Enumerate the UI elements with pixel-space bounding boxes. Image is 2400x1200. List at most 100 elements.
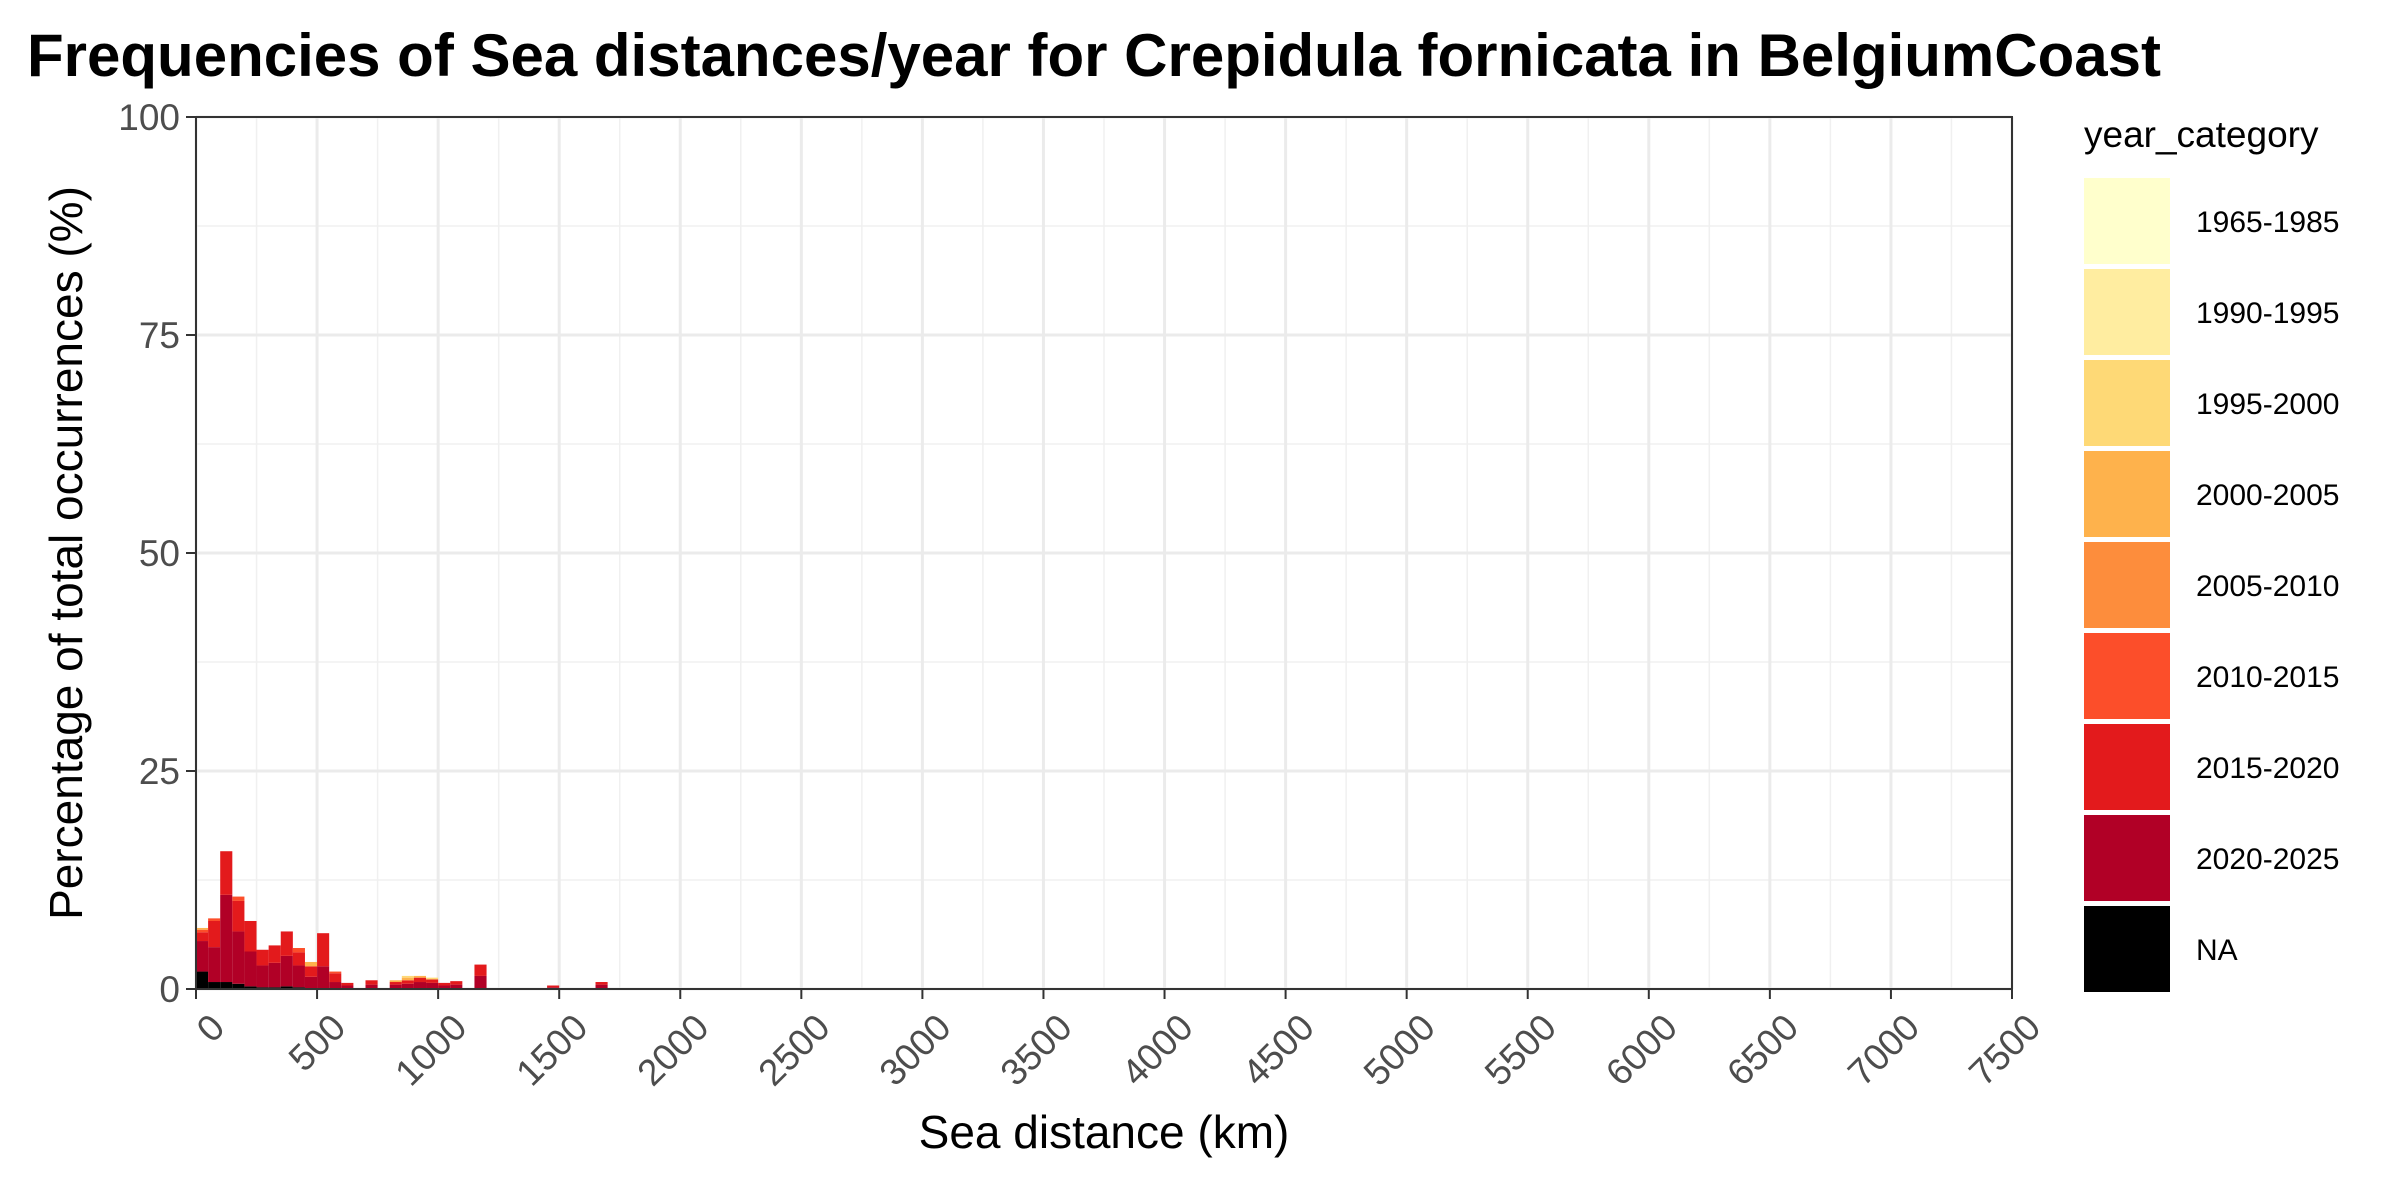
histogram-bar-segment [256, 949, 269, 966]
legend-key-label: 2000-2005 [2196, 479, 2339, 512]
histogram-bar-segment [268, 962, 281, 988]
histogram-bars [196, 851, 608, 989]
x-tick-label: 1500 [508, 1006, 595, 1093]
legend-key-label: 1990-1995 [2196, 297, 2339, 330]
histogram-bar-segment [292, 948, 305, 953]
histogram-bar-segment [341, 985, 354, 989]
histogram-bar-segment [317, 933, 330, 967]
x-tick-label: 7500 [1961, 1006, 2048, 1093]
histogram-bar-segment [196, 941, 209, 972]
histogram-bar-segment [438, 982, 451, 986]
histogram-bar-segment [232, 896, 245, 901]
legend-key-label: 1965-1985 [2196, 206, 2339, 239]
y-tick-label: 25 [139, 751, 180, 792]
histogram-bar-segment [426, 977, 439, 980]
histogram-bar-segment [474, 964, 487, 976]
histogram-bar-segment [595, 984, 608, 989]
histogram-bar-segment [426, 982, 439, 989]
y-tick-label: 50 [139, 533, 180, 574]
legend-key-swatch [2084, 724, 2170, 810]
legend-key-swatch [2084, 633, 2170, 719]
x-tick-label: 500 [281, 1006, 354, 1079]
histogram-bar-segment [280, 931, 293, 956]
histogram-bar-segment [280, 955, 293, 987]
x-tick-label: 2500 [750, 1006, 837, 1093]
legend-key-swatch [2084, 178, 2170, 264]
histogram-bar-segment [292, 952, 305, 966]
x-tick-label: 5500 [1477, 1006, 1564, 1093]
histogram-bar-segment [450, 981, 463, 985]
chart-title: Frequencies of Sea distances/year for Cr… [27, 22, 2161, 89]
x-tick-label: 1000 [387, 1006, 474, 1093]
x-tick-label: 0 [189, 1006, 233, 1050]
legend-key-label: 2010-2015 [2196, 661, 2339, 694]
histogram-bar-segment [547, 985, 560, 988]
histogram-bar-segment [244, 986, 257, 989]
histogram-bar-segment [413, 977, 427, 983]
x-tick-label: 7000 [1840, 1006, 1927, 1093]
y-tick-label: 100 [118, 97, 180, 138]
histogram-bar-segment [232, 900, 245, 932]
histogram-bar-segment [329, 982, 342, 989]
y-axis-title: Percentage of total occurrences (%) [40, 186, 92, 920]
x-tick-label: 6500 [1719, 1006, 1806, 1093]
histogram-bar-segment [196, 971, 209, 989]
histogram-bar-segment [365, 980, 378, 985]
histogram-bar-segment [220, 894, 233, 983]
histogram-bar-segment [438, 985, 451, 989]
x-tick-label: 3000 [872, 1006, 959, 1093]
histogram-bar-segment [329, 971, 342, 974]
legend-key-label: 2005-2010 [2196, 570, 2339, 603]
histogram-bar-segment [232, 983, 245, 989]
histogram-bar-segment [196, 929, 209, 933]
histogram-bar-segment [595, 982, 608, 985]
histogram-bar-segment [304, 961, 318, 967]
histogram-bar-segment [292, 965, 305, 988]
y-tick-label: 75 [139, 315, 180, 356]
histogram-bar-segment [401, 977, 414, 981]
histogram-bar-segment [413, 975, 427, 978]
histogram-bar-segment [304, 976, 318, 989]
histogram-bar-segment [401, 983, 414, 989]
histogram-bar-segment [232, 931, 245, 984]
histogram-bar-segment [268, 945, 281, 963]
x-axis-title: Sea distance (km) [919, 1106, 1290, 1158]
x-tick-label: 2000 [629, 1006, 716, 1093]
legend-key-label: NA [2196, 934, 2238, 967]
histogram-bar-segment [365, 984, 378, 989]
x-tick-label: 4500 [1235, 1006, 1322, 1093]
legend-key-label: 1995-2000 [2196, 388, 2339, 421]
x-tick-label: 3500 [993, 1006, 1080, 1093]
x-tick-label: 6000 [1598, 1006, 1685, 1093]
legend-key-swatch [2084, 815, 2170, 901]
histogram-bar-segment [329, 973, 342, 983]
histogram-bar-segment [413, 982, 427, 989]
x-tick-label: 5000 [1356, 1006, 1443, 1093]
histogram-bar-segment [401, 975, 414, 978]
histogram-bar-segment [341, 982, 354, 986]
histogram-bar-segment [208, 947, 221, 983]
x-tick-label: 4000 [1114, 1006, 1201, 1093]
legend-title: year_category [2084, 114, 2319, 155]
histogram-bar-segment [220, 982, 233, 989]
histogram-bar-segment [208, 918, 221, 921]
histogram-bar-segment [389, 984, 402, 989]
histogram-bar-segment [244, 920, 257, 952]
histogram-bar-segment [304, 966, 318, 977]
histogram-bar-segment [426, 979, 439, 983]
legend-key-label: 2020-2025 [2196, 843, 2339, 876]
histogram-bar-segment [280, 986, 293, 989]
histogram-bar-segment [474, 975, 487, 989]
histogram-bar-segment [389, 982, 402, 985]
legend-key-swatch [2084, 542, 2170, 628]
histogram-bar-segment [196, 932, 209, 942]
legend-key-swatch [2084, 451, 2170, 537]
legend-key-swatch [2084, 269, 2170, 355]
legend-key-swatch [2084, 360, 2170, 446]
legend-key-swatch [2084, 906, 2170, 992]
histogram-bar-segment [208, 920, 221, 948]
histogram-bar-segment [450, 984, 463, 989]
histogram-bar-segment [256, 965, 269, 988]
histogram-bar-segment [196, 927, 209, 930]
